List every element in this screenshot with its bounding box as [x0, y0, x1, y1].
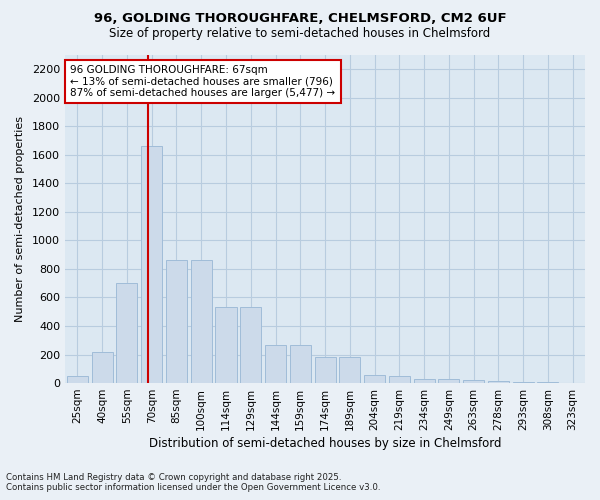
Bar: [92, 352, 113, 383]
Bar: [265, 344, 286, 383]
Text: 96 GOLDING THOROUGHFARE: 67sqm
← 13% of semi-detached houses are smaller (796)
8: 96 GOLDING THOROUGHFARE: 67sqm ← 13% of …: [70, 65, 335, 98]
Bar: [339, 356, 361, 383]
Bar: [439, 379, 460, 383]
Bar: [488, 381, 509, 383]
Bar: [389, 376, 410, 383]
Bar: [463, 380, 484, 383]
Text: Size of property relative to semi-detached houses in Chelmsford: Size of property relative to semi-detach…: [109, 28, 491, 40]
Text: Contains HM Land Registry data © Crown copyright and database right 2025.
Contai: Contains HM Land Registry data © Crown c…: [6, 473, 380, 492]
Bar: [67, 376, 88, 383]
Bar: [538, 382, 559, 383]
Bar: [141, 146, 162, 383]
X-axis label: Distribution of semi-detached houses by size in Chelmsford: Distribution of semi-detached houses by …: [149, 437, 501, 450]
Bar: [512, 382, 533, 383]
Bar: [413, 379, 434, 383]
Text: 96, GOLDING THOROUGHFARE, CHELMSFORD, CM2 6UF: 96, GOLDING THOROUGHFARE, CHELMSFORD, CM…: [94, 12, 506, 26]
Bar: [290, 344, 311, 383]
Bar: [364, 374, 385, 383]
Bar: [240, 308, 261, 383]
Bar: [191, 260, 212, 383]
Bar: [215, 308, 236, 383]
Bar: [166, 260, 187, 383]
Y-axis label: Number of semi-detached properties: Number of semi-detached properties: [15, 116, 25, 322]
Bar: [314, 356, 335, 383]
Bar: [116, 283, 137, 383]
